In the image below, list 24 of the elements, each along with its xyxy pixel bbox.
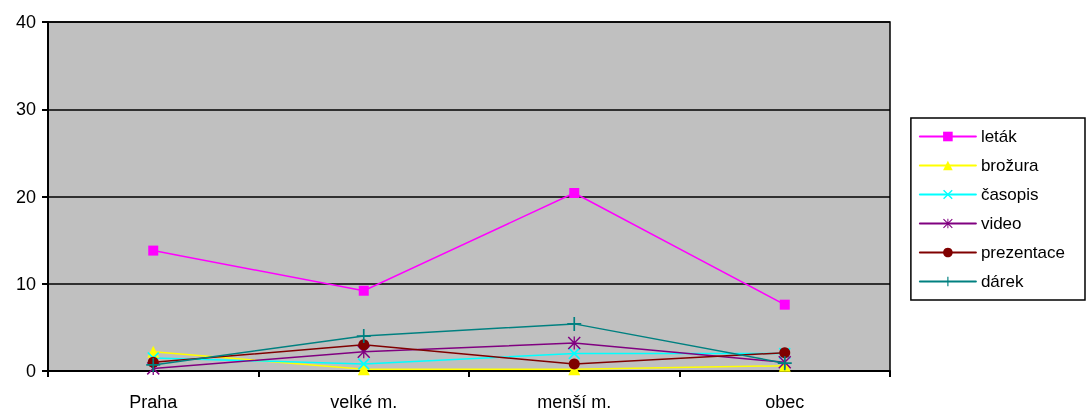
x-tick-label: Praha [129,392,179,412]
legend-label: brožura [980,156,1040,175]
y-tick-label: 30 [15,99,36,120]
legend-label: prezentace [980,243,1066,262]
point [358,285,369,296]
point [146,357,161,372]
point [568,358,580,370]
point [358,339,370,351]
point [567,316,582,331]
y-tick-label: 0 [25,361,36,381]
y-tick-label: 40 [15,12,36,32]
x-tick-label: menší m. [537,392,612,412]
legend-label: video [980,214,1022,233]
legend-label: leták [980,127,1018,146]
x-tick-label: obec [765,392,805,412]
point [356,329,371,344]
y-tick-label: 10 [15,273,36,294]
legend-label: časopis [980,185,1039,204]
point [148,245,159,256]
y-tick-label: 20 [15,186,36,207]
legend-label: dárek [980,272,1024,291]
point [569,188,580,199]
x-tick-label: velké m. [330,392,398,412]
point [779,299,790,310]
